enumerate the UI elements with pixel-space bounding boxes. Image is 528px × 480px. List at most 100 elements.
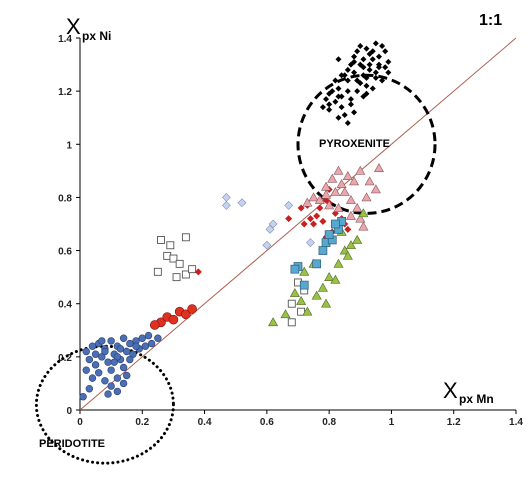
pyroxenite-point (360, 64, 367, 71)
peridotite-point (138, 334, 146, 342)
peridotite-point (126, 355, 134, 364)
pyroxenite-point (344, 77, 351, 84)
reference-line-group (79, 37, 517, 411)
cyan-square-point (324, 230, 334, 239)
green-triangle-point (324, 272, 335, 281)
pyroxenite-point (335, 114, 342, 121)
pyroxenite-point (354, 77, 361, 84)
labels: X px Ni X px Mn 1:1 PYROXENITE PERIDOTIT… (39, 12, 502, 450)
cyan-square-point (312, 259, 322, 269)
x-tick-label: 0.2 (135, 417, 149, 428)
red-circle-point (187, 304, 197, 314)
peridotite-point (132, 342, 140, 350)
cyan-square-point (318, 246, 328, 255)
open-square-point (153, 267, 162, 276)
x-tick-label: 0.6 (260, 417, 274, 428)
green-triangle-point (289, 287, 300, 297)
pyroxenite-point (372, 74, 379, 81)
y-tick-label: 0.6 (58, 247, 72, 258)
pink-triangle-point (349, 176, 360, 186)
open-square-point (287, 299, 296, 308)
pyroxenite-point (347, 96, 354, 103)
green-triangle-point (299, 266, 310, 276)
green-triangle-point (358, 208, 369, 218)
peridotite-point (101, 347, 109, 356)
pyroxenite-point (366, 66, 373, 73)
y-tick-label: 0.2 (58, 353, 72, 364)
red-diamond-point (300, 220, 308, 228)
green-triangle-point (333, 258, 344, 268)
peridotite-point (88, 374, 97, 382)
peridotite-point (154, 334, 162, 342)
peridotite-point (144, 331, 153, 340)
pyroxenite-point (338, 93, 345, 100)
x-tick-label: 1 (389, 417, 395, 428)
open-square-point (181, 233, 190, 242)
peridotite-point (85, 355, 94, 364)
pink-triangle-point (345, 210, 356, 220)
y-axis-label-sub: px Ni (82, 29, 111, 43)
pyroxenite-point (335, 56, 342, 63)
pyroxenite-point (379, 77, 386, 84)
green-triangle-point (321, 298, 332, 308)
pink-triangle-point (364, 176, 375, 186)
pyroxenite-point (341, 112, 348, 119)
peridotite-point (104, 358, 112, 366)
peridotite-ellipse (34, 344, 175, 465)
pyroxenite-point (341, 72, 348, 79)
x-tick-label: 0 (77, 417, 83, 428)
annotation-ellipses (34, 73, 437, 465)
axes: 0 0.2 0.4 0.6 0.8 1 1.2 1.4 0 0.2 0.4 0.6 0.8 1 1.2 1.4 (58, 34, 523, 428)
open-square-point (157, 235, 165, 244)
pink-triangle-point (361, 192, 372, 202)
pyroxenite-point (366, 61, 373, 68)
pyroxenite-point (363, 82, 370, 89)
peridotite-point (119, 363, 128, 372)
one-to-one-line (79, 37, 517, 411)
pyroxenite-point (347, 101, 354, 108)
light-blue-diamond-point (221, 200, 231, 210)
pyroxenite-point (344, 120, 351, 127)
pink-triangle-point (330, 187, 341, 196)
pyroxenite-point (335, 85, 342, 92)
pyroxenite-point (351, 58, 358, 65)
pyroxenite-point (363, 45, 370, 52)
pyroxenite-point (351, 53, 358, 60)
green-triangle-point (296, 295, 307, 305)
peridotite-point (91, 350, 100, 358)
pyroxenite-point (375, 53, 382, 60)
pyroxenite-point (344, 66, 351, 73)
peridotite-point (107, 382, 115, 390)
pink-triangle-point (342, 171, 353, 180)
peridotite-point (101, 377, 109, 385)
pyroxenite-point (372, 40, 379, 47)
peridotite-point (116, 345, 125, 353)
peridotite-point (113, 374, 122, 382)
y-tick-label: 1.4 (58, 34, 72, 45)
pyroxenite-point (329, 88, 336, 95)
pyroxenite-point (385, 58, 392, 65)
pink-triangle-point (333, 202, 344, 212)
peridotite-point (85, 385, 94, 393)
pink-triangle-point (302, 197, 313, 207)
pyroxenite-point (326, 101, 333, 108)
pink-triangle-point (314, 194, 325, 204)
pink-triangle-point (324, 200, 335, 210)
red-circle-point (181, 309, 191, 320)
peridotite-point (91, 361, 100, 369)
pyroxenite-point (363, 90, 370, 97)
peridotite-point (82, 366, 90, 374)
pink-triangle-point (345, 194, 356, 204)
x-tick-label: 0.4 (198, 417, 212, 428)
pink-triangle-point (308, 192, 319, 202)
green-triangle-point (317, 282, 328, 292)
pyroxenite-point (354, 48, 361, 55)
light-blue-diamond-point (237, 198, 247, 208)
light-blue-diamond-point (265, 224, 275, 234)
pyroxenite-label: PYROXENITE (319, 138, 390, 150)
red-diamond-point (285, 215, 293, 223)
red-diamond-point (319, 217, 327, 225)
peridotite-label: PERIDOTITE (39, 438, 105, 450)
pyroxenite-point (338, 104, 345, 111)
